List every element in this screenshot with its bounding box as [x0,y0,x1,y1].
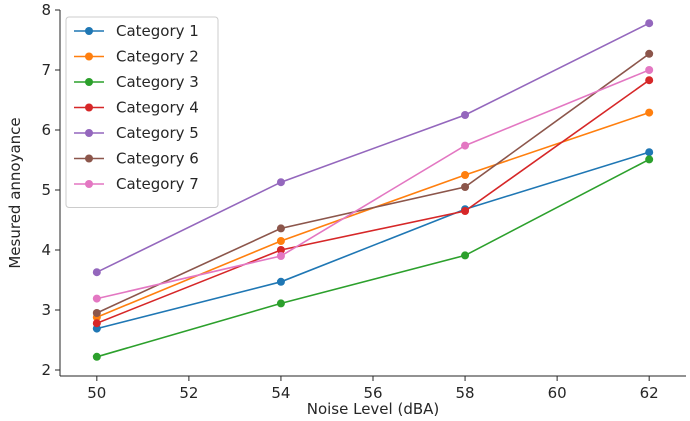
x-tick-label: 60 [548,384,567,402]
legend-item: Category 2 [74,48,199,66]
data-point [645,155,654,164]
y-tick-label: 8 [41,1,51,19]
data-point [276,252,285,260]
legend-item: Category 6 [74,150,199,168]
legend-marker [85,27,93,35]
series-line [96,22,650,273]
y-tick-label: 3 [41,301,51,319]
data-point [92,352,101,361]
legend-marker [85,180,93,188]
data-point [276,237,285,245]
y-tick-label: 2 [41,361,51,379]
series-line [96,69,650,300]
legend-label: Category 6 [116,150,199,168]
legend-item: Category 3 [74,73,199,91]
legend: Category 1 Category 2 Category 3 Category 4… [65,16,219,208]
data-point [461,183,470,191]
data-point [645,76,654,85]
data-point [276,246,285,254]
x-tick-label: 58 [456,384,475,402]
data-point [645,108,654,117]
data-point [645,66,654,74]
x-tick-label: 50 [87,384,106,402]
series-layer [92,19,654,361]
series-line [96,158,650,358]
y-tick-label: 6 [41,121,51,139]
legend-marker [85,52,93,61]
data-point [276,224,285,233]
series-line [96,53,650,314]
legend-label: Category 7 [116,175,199,193]
legend-marker [85,154,93,163]
data-point [92,319,101,328]
legend-marker [85,78,93,86]
legend-marker [85,129,93,137]
data-point [92,294,101,303]
legend-label: Category 5 [116,124,199,142]
y-axis-title: Mesured annoyance [6,117,24,268]
series-line [96,151,650,330]
series-6 [92,49,654,317]
data-point [276,299,285,308]
x-tick-label: 52 [179,384,198,402]
data-point [92,268,101,277]
data-point [461,111,470,119]
data-point [276,178,285,187]
series-3 [92,155,654,361]
y-tick-label: 4 [41,241,51,259]
legend-marker [85,103,93,112]
legend-label: Category 2 [116,48,199,66]
x-tick-label: 54 [271,384,290,402]
data-point [276,277,285,286]
data-point [461,171,470,179]
series-line [96,79,650,324]
series-5 [92,19,654,277]
legend-box [65,16,219,208]
data-point [645,49,654,58]
x-tick-label: 56 [363,384,382,402]
legend-item: Category 5 [74,124,199,142]
legend-label: Category 1 [116,22,199,40]
legend-item: Category 1 [74,22,199,40]
y-tick-label: 7 [41,61,51,79]
data-point [461,141,470,150]
data-point [645,19,654,28]
data-point [461,251,470,260]
legend-label: Category 3 [116,73,199,91]
data-point [461,207,470,215]
legend-item: Category 7 [74,175,199,193]
x-tick-label: 62 [640,384,659,402]
legend-item: Category 4 [74,99,199,117]
series-4 [92,76,654,328]
data-point [92,309,101,317]
x-axis-title: Noise Level (dBA) [307,400,440,418]
y-tick-label: 5 [41,181,51,199]
series-7 [92,66,654,303]
legend-label: Category 4 [116,99,199,117]
data-point [645,148,654,157]
